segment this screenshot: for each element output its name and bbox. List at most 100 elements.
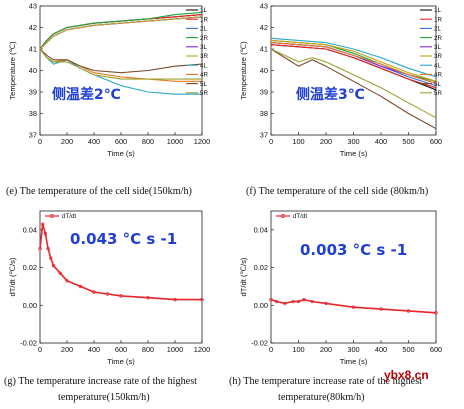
legend-label: 5R	[434, 90, 442, 97]
plot-frame	[270, 210, 437, 344]
x-axis-label: Time (s)	[107, 149, 135, 158]
y-tick-label: 37	[260, 131, 268, 140]
data-point	[302, 297, 306, 302]
y-tick-label: 42	[29, 23, 37, 32]
x-tick-label: 100	[292, 345, 304, 354]
data-point	[173, 297, 177, 302]
y-tick-label: 43	[260, 2, 268, 11]
x-tick-label: 1000	[167, 137, 183, 146]
legend-label: 4L	[200, 62, 207, 69]
y-tick-label: 40	[260, 66, 268, 75]
legend-label: 2R	[434, 35, 442, 42]
legend-label: 3L	[200, 44, 207, 51]
chart-annotation: 0.043 °C s -1	[70, 230, 177, 248]
chart-annotation: 0.003 °C s -1	[300, 241, 407, 259]
x-tick-label: 300	[347, 345, 359, 354]
legend-label: 4R	[434, 72, 442, 79]
x-tick-label: 200	[61, 137, 73, 146]
x-tick-label: 300	[347, 137, 359, 146]
y-axis-label: Temperature (℃)	[239, 41, 248, 100]
y-tick-label: -0.02	[251, 339, 268, 348]
data-point	[296, 299, 301, 304]
series-line-5r	[270, 48, 437, 119]
data-point	[78, 284, 83, 289]
y-tick-label: 41	[29, 45, 37, 54]
y-tick-label: 0.02	[23, 263, 37, 272]
data-point	[105, 292, 110, 296]
x-tick-label: 0	[38, 137, 42, 146]
x-tick-label: 1000	[167, 345, 183, 354]
data-point	[200, 297, 204, 302]
y-axis-label: dT/dt (℃/s)	[8, 257, 17, 296]
x-tick-label: 600	[115, 137, 127, 146]
x-tick-label: 400	[375, 137, 387, 146]
y-axis-label: dT/dt (℃/s)	[239, 257, 248, 296]
y-tick-label: 0.04	[23, 225, 37, 234]
x-tick-label: 600	[430, 345, 442, 354]
legend-label: 5L	[434, 81, 441, 88]
x-tick-label: 200	[320, 345, 332, 354]
y-tick-label: 38	[29, 109, 37, 118]
series-line-5l	[39, 48, 203, 74]
data-point	[406, 309, 411, 313]
x-tick-label: 500	[402, 137, 414, 146]
series-line-3r	[270, 39, 437, 82]
data-point	[146, 296, 150, 300]
data-point	[65, 279, 69, 283]
data-point	[43, 231, 48, 236]
series-line-1r	[39, 14, 203, 50]
x-tick-label: 0	[38, 345, 42, 354]
legend-label: 1L	[200, 7, 207, 14]
legend-label: 3R	[200, 53, 208, 60]
x-tick-label: 600	[115, 345, 127, 354]
x-tick-label: 100	[292, 137, 304, 146]
y-tick-label: 37	[29, 131, 37, 140]
y-tick-label: 43	[29, 2, 37, 11]
y-tick-label: 39	[260, 88, 268, 97]
x-tick-label: 800	[142, 137, 154, 146]
data-point	[351, 305, 356, 309]
data-point	[283, 301, 287, 306]
data-point	[379, 307, 383, 311]
x-tick-label: 400	[88, 345, 100, 354]
legend-label: 5L	[200, 81, 207, 88]
y-tick-label: 40	[29, 66, 37, 75]
data-point	[324, 301, 328, 306]
data-point	[40, 222, 45, 226]
data-point	[38, 247, 42, 251]
caption-g-line1: (g) The temperature increase rate of the…	[4, 376, 198, 387]
legend-marker	[50, 214, 54, 218]
y-tick-label: 39	[29, 88, 37, 97]
series-line-3r	[39, 16, 203, 50]
data-point	[92, 290, 96, 294]
x-tick-label: 1200	[194, 345, 210, 354]
x-tick-label: 200	[61, 345, 73, 354]
x-tick-label: 500	[402, 345, 414, 354]
series-line-4r	[39, 48, 202, 82]
legend-label: 2L	[200, 26, 207, 33]
data-point	[269, 297, 273, 302]
x-tick-label: 0	[269, 345, 273, 354]
series-line-dtdt	[39, 223, 202, 301]
data-point	[310, 299, 314, 304]
x-tick-label: 400	[88, 137, 100, 146]
x-tick-label: 600	[430, 137, 442, 146]
series-line-1r	[270, 44, 437, 89]
y-tick-label: 41	[260, 45, 268, 54]
x-axis-label: Time (s)	[107, 357, 135, 366]
x-tick-label: 800	[142, 345, 154, 354]
chart-f: 37 38 39 40 41 42 43 0 100 200 300 400 500 600 Time (s…	[239, 2, 442, 158]
legend-label: 3R	[434, 53, 442, 60]
x-axis-label: Time (s)	[340, 357, 368, 366]
chart-h: -0.02 0.00 0.02 0.04 0 100 200 300 400 500 600 Time…	[239, 210, 442, 366]
series-line-4l	[270, 37, 437, 78]
caption-f: (f) The temperature of the cell side (80…	[246, 186, 429, 197]
series-line-1l	[39, 14, 203, 50]
x-tick-label: 200	[320, 137, 332, 146]
watermark-text: ybx8.cn	[384, 368, 429, 382]
series-line-2r	[39, 11, 203, 50]
data-point	[119, 294, 123, 298]
legend-label: 4L	[434, 62, 441, 69]
legend-label: 1R	[200, 16, 208, 23]
caption-h-line1: (h) The temperature increase rate of the…	[229, 376, 423, 387]
